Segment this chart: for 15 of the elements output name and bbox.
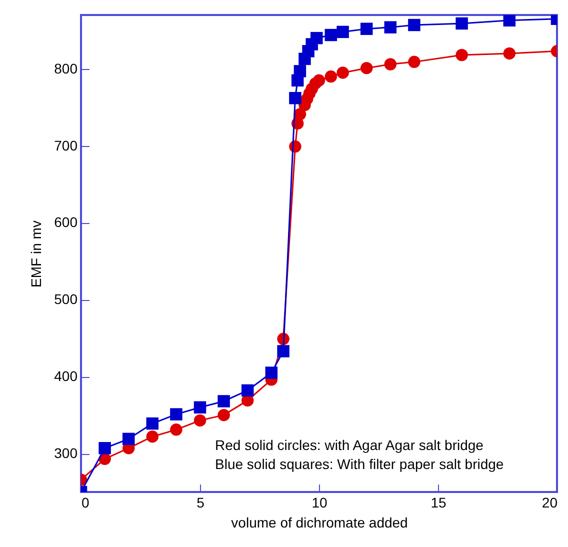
x-tick-label: 10 <box>312 494 328 510</box>
x-tick-label: 20 <box>542 494 558 510</box>
y-tick-label: 600 <box>54 214 78 230</box>
y-tick-label: 400 <box>54 368 78 384</box>
y-tick-label: 800 <box>54 60 78 76</box>
annotation: Blue solid squares: With filter paper salt bridge <box>215 456 504 472</box>
x-tick-label: 5 <box>196 494 205 510</box>
x-tick-label: 15 <box>430 494 446 510</box>
y-tick-label: 300 <box>54 445 78 462</box>
x-axis-title: volume of dichromate added <box>231 514 408 530</box>
x-tick-label: 0 <box>82 494 90 510</box>
y-tick-label: 500 <box>54 291 78 308</box>
y-axis-title: EMF in mv <box>28 220 44 288</box>
y-tick-label: 700 <box>54 137 78 154</box>
annotation: Red solid circles: with Agar Agar salt bridge <box>215 437 484 453</box>
